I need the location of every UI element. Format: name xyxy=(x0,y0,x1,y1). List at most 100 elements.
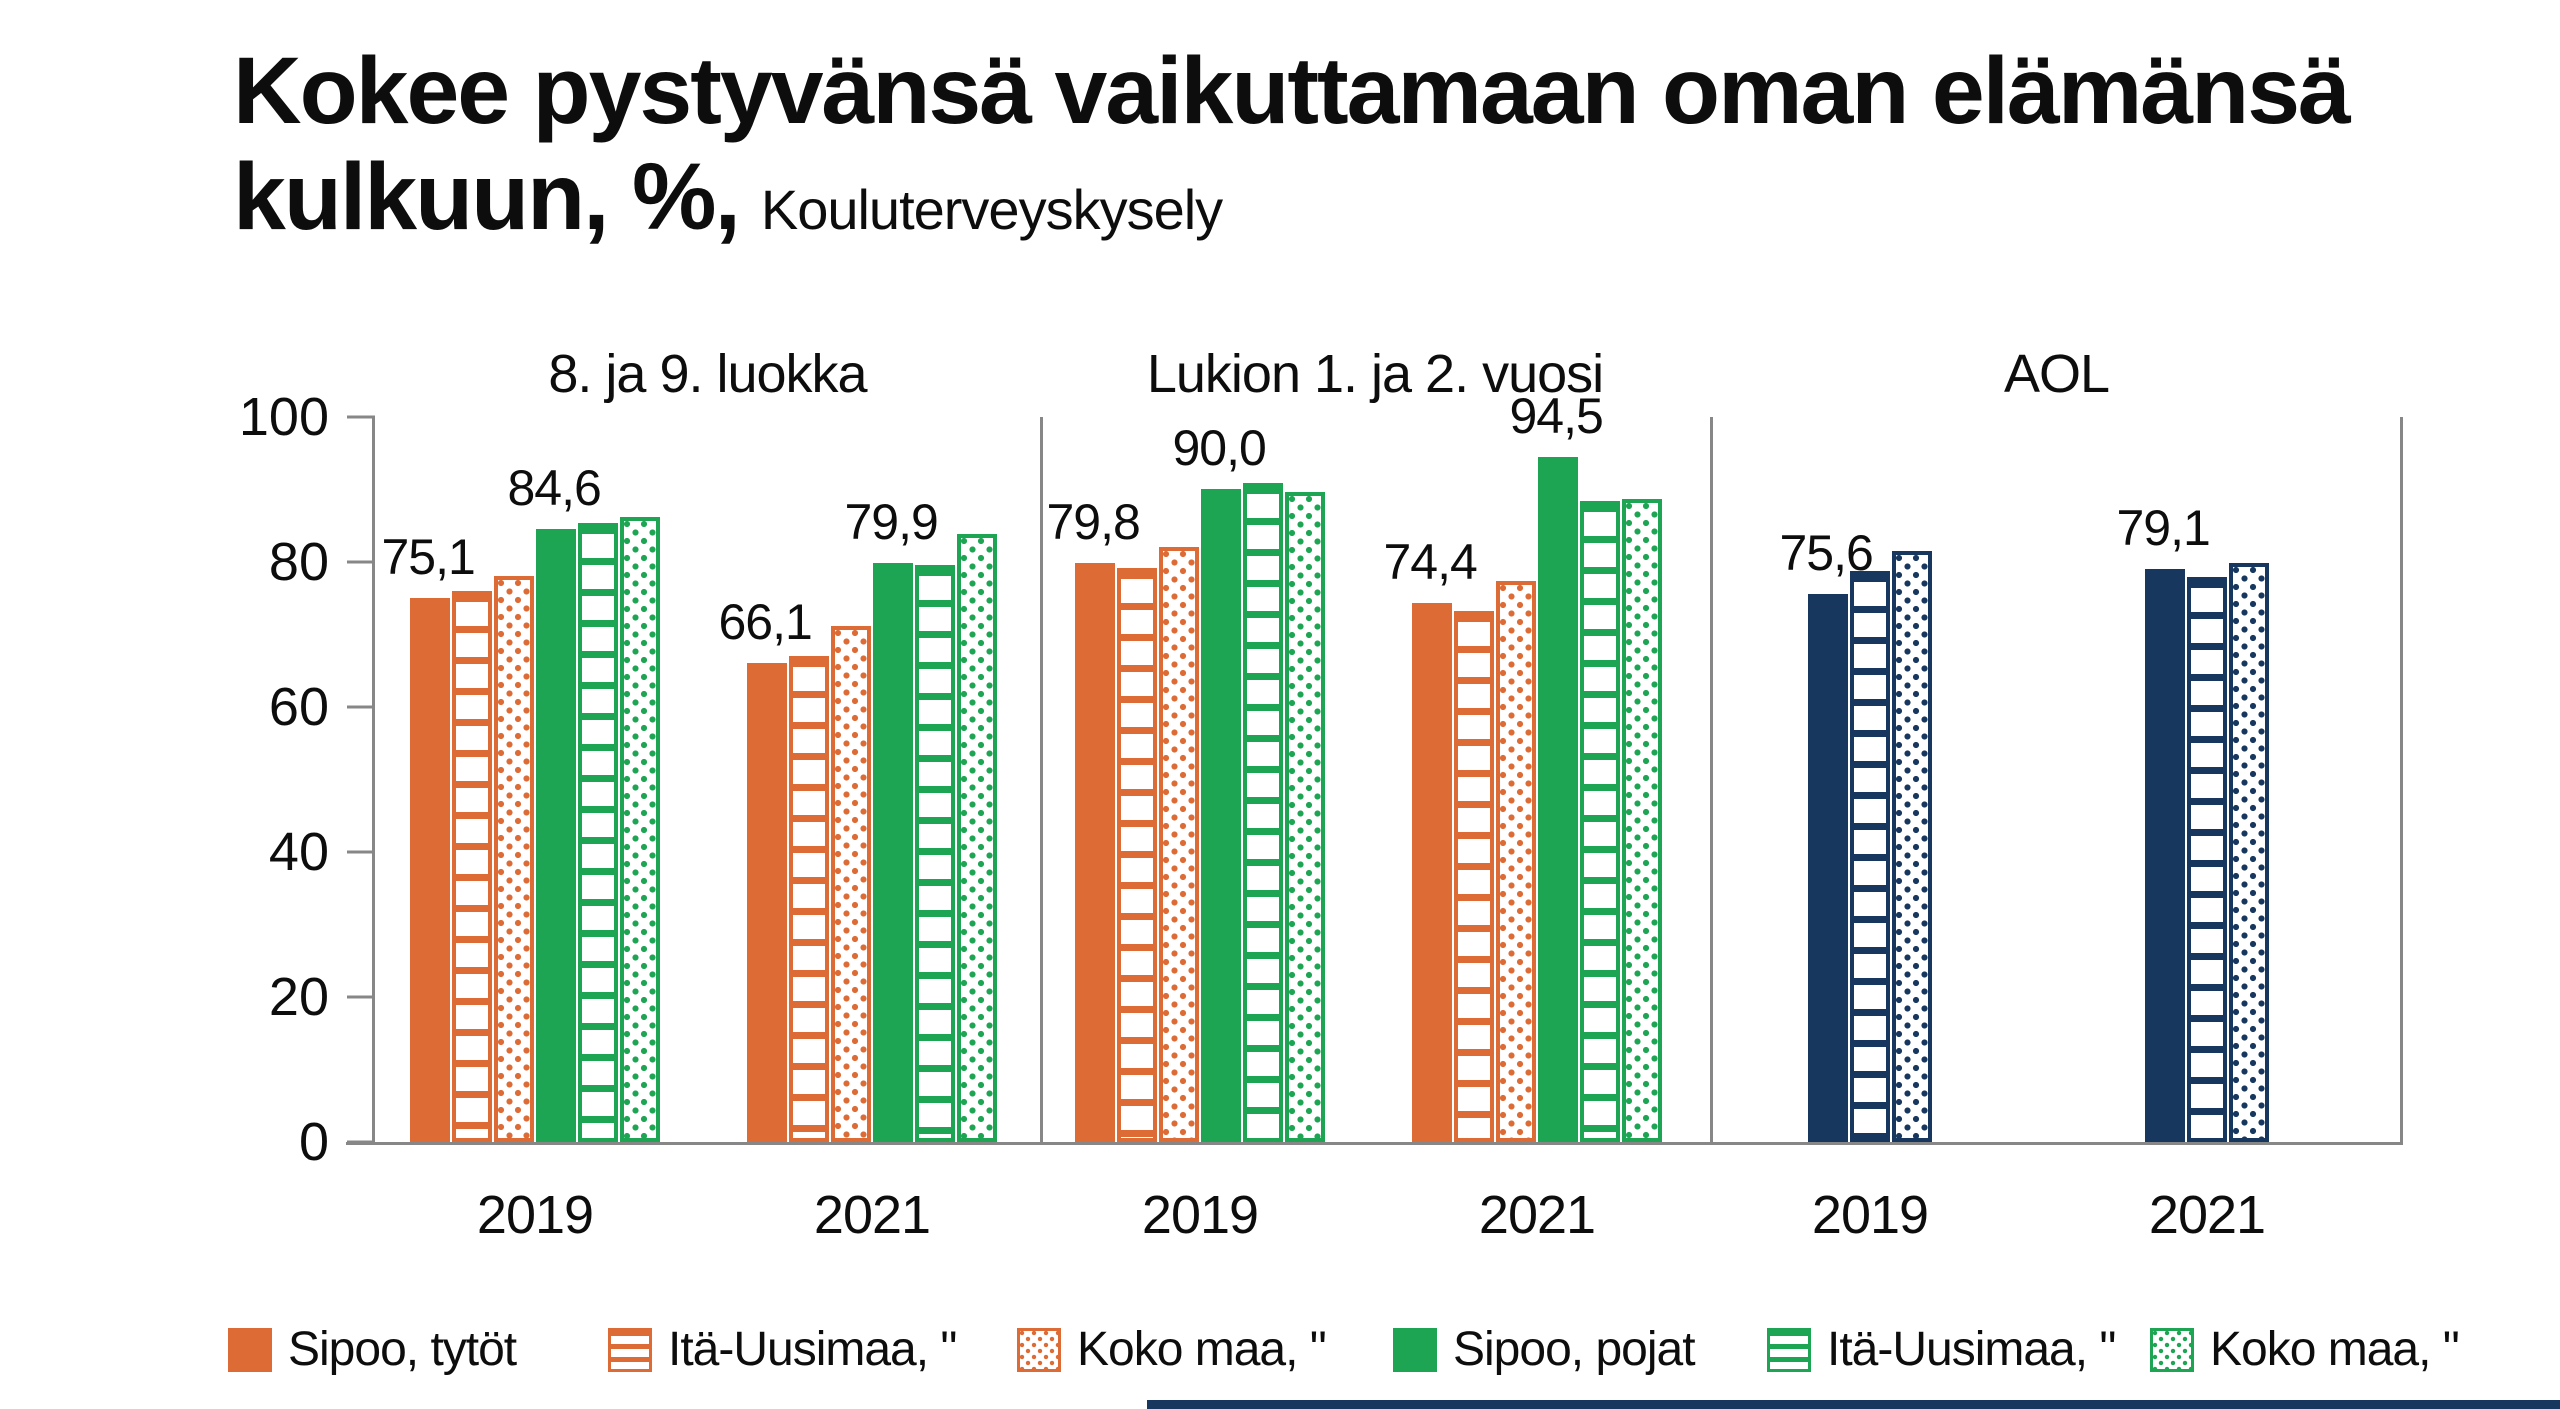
y-axis-tick-mark xyxy=(347,560,375,564)
legend-label: Itä-Uusimaa, " xyxy=(668,1323,957,1376)
y-axis-tick-label: 20 xyxy=(268,967,329,1027)
bar xyxy=(1285,492,1325,1142)
bar-value-label: 94,5 xyxy=(1509,388,1603,444)
bar xyxy=(578,523,618,1142)
bar xyxy=(1454,611,1494,1142)
chart-title-line2-wrap: kulkuun, %, Kouluterveyskysely xyxy=(233,144,2349,250)
bar-group-2021: 74,4 94,5 2021 xyxy=(1383,388,1662,1245)
legend-item: Sipoo, tytöt xyxy=(228,1322,517,1377)
bar xyxy=(1117,568,1157,1142)
bar: 90,0 xyxy=(1172,420,1267,1142)
legend-item: Koko maa, " xyxy=(2150,1322,2460,1377)
bar xyxy=(494,576,534,1142)
panel-separator-line xyxy=(1710,417,1713,1145)
legend-swatch-hlines-orange xyxy=(608,1327,652,1372)
chart-panel: AOL 75,6 2019 79,1 2021 xyxy=(1710,344,2403,1245)
panel-separator-line xyxy=(1040,417,1043,1145)
bar xyxy=(1622,499,1662,1142)
panel-title: 8. ja 9. luokka xyxy=(548,344,867,404)
bar-value-label: 84,6 xyxy=(507,460,601,516)
chart-title-line2: kulkuun, %, xyxy=(233,144,741,251)
bar: 79,8 xyxy=(1046,494,1141,1142)
legend-swatch-solid-orange xyxy=(228,1327,272,1372)
bar-value-label: 79,9 xyxy=(844,494,938,550)
bar-value-label: 79,1 xyxy=(2116,500,2210,556)
x-axis-category-label: 2019 xyxy=(1811,1185,1929,1245)
bar xyxy=(620,517,660,1142)
x-axis-category-label: 2019 xyxy=(1141,1185,1259,1245)
bar xyxy=(1892,551,1932,1142)
plot-area: 0 20 40 60 80 100 8. ja 9. luokka 75,1 84,6 2019 6… xyxy=(239,344,2403,1245)
bar: 75,1 xyxy=(381,529,476,1142)
legend-label: Itä-Uusimaa, " xyxy=(1827,1323,2116,1376)
x-axis-category-label: 2021 xyxy=(2148,1185,2266,1245)
bar: 74,4 xyxy=(1383,534,1478,1142)
bar xyxy=(1159,547,1199,1142)
chart-title-line1: Kokee pystyvänsä vaikuttamaan oman elämä… xyxy=(233,38,2351,144)
bar-group-2021: 79,1 2021 xyxy=(2116,500,2269,1245)
x-axis-category-label: 2019 xyxy=(476,1185,594,1245)
bar: 79,9 xyxy=(844,494,939,1142)
bar-value-label: 79,8 xyxy=(1046,494,1140,550)
y-axis-tick-mark xyxy=(347,995,375,999)
y-axis-line xyxy=(372,417,375,1145)
bar xyxy=(957,534,997,1142)
bar xyxy=(915,565,955,1142)
bar xyxy=(1580,501,1620,1142)
legend-swatch-solid-green xyxy=(1393,1327,1437,1372)
bar xyxy=(452,591,492,1142)
y-axis-tick-mark xyxy=(347,850,375,854)
bar: 94,5 xyxy=(1509,388,1604,1142)
legend-swatch-dots-orange xyxy=(1017,1327,1061,1372)
panel-title: Lukion 1. ja 2. vuosi xyxy=(1146,344,1604,404)
bar-group-2021: 66,1 79,9 2021 xyxy=(718,494,997,1245)
y-axis-tick-mark xyxy=(347,705,375,709)
panel-separator-line xyxy=(2400,417,2403,1145)
bar xyxy=(2229,563,2269,1142)
bar xyxy=(1850,571,1890,1142)
chart-panel: Lukion 1. ja 2. vuosi 79,8 90,0 2019 74,4 94,… xyxy=(1040,344,1710,1245)
legend-label: Sipoo, tytöt xyxy=(288,1323,517,1376)
bar: 75,6 xyxy=(1779,525,1874,1142)
legend-item: Itä-Uusimaa, " xyxy=(1767,1322,2116,1377)
x-axis-line xyxy=(346,1142,2403,1145)
bar xyxy=(2187,577,2227,1142)
chart-panel: 8. ja 9. luokka 75,1 84,6 2019 66,1 79,9 2021 xyxy=(375,344,1040,1245)
bar-value-label: 74,4 xyxy=(1383,534,1477,590)
bar xyxy=(1496,581,1536,1142)
y-axis-tick-label: 80 xyxy=(268,532,329,592)
bottom-accent-bar xyxy=(1147,1400,2560,1409)
bar: 84,6 xyxy=(507,460,602,1142)
chart-subtitle: Kouluterveyskysely xyxy=(760,178,1223,242)
legend-label: Sipoo, pojat xyxy=(1453,1323,1696,1376)
bar-group-2019: 75,1 84,6 2019 xyxy=(381,460,660,1245)
bar-value-label: 75,1 xyxy=(381,529,475,585)
bar-group-2019: 75,6 2019 xyxy=(1779,525,1932,1245)
legend: Sipoo, tytöt Itä-Uusimaa, " Koko maa, " Sip… xyxy=(0,1322,2560,1382)
legend-item: Itä-Uusimaa, " xyxy=(608,1322,957,1377)
panel-title: AOL xyxy=(2003,344,2110,404)
bar xyxy=(789,656,829,1142)
legend-item: Koko maa, " xyxy=(1017,1322,1327,1377)
legend-swatch-hlines-green xyxy=(1767,1327,1811,1372)
bar xyxy=(1243,483,1283,1142)
y-axis-tick-label: 0 xyxy=(298,1112,329,1172)
y-axis-tick-mark xyxy=(347,415,375,419)
x-axis-category-label: 2021 xyxy=(1478,1185,1596,1245)
legend-label: Koko maa, " xyxy=(1077,1323,1327,1376)
bar: 66,1 xyxy=(718,594,813,1142)
chart-title-block: Kokee pystyvänsä vaikuttamaan oman elämä… xyxy=(233,38,2351,251)
bar-group-2019: 79,8 90,0 2019 xyxy=(1046,420,1325,1245)
legend-item: Sipoo, pojat xyxy=(1393,1322,1696,1377)
y-axis-tick-label: 60 xyxy=(268,677,329,737)
legend-swatch-dots-green xyxy=(2150,1327,2194,1372)
legend-label: Koko maa, " xyxy=(2210,1323,2460,1376)
bar-value-label: 90,0 xyxy=(1172,420,1266,476)
bar-value-label: 66,1 xyxy=(718,594,812,650)
y-axis-tick-label: 40 xyxy=(268,822,329,882)
bar: 79,1 xyxy=(2116,500,2211,1142)
y-axis-tick-label: 100 xyxy=(238,387,329,447)
y-axis-tick-mark xyxy=(347,1140,375,1144)
bar xyxy=(831,626,871,1142)
